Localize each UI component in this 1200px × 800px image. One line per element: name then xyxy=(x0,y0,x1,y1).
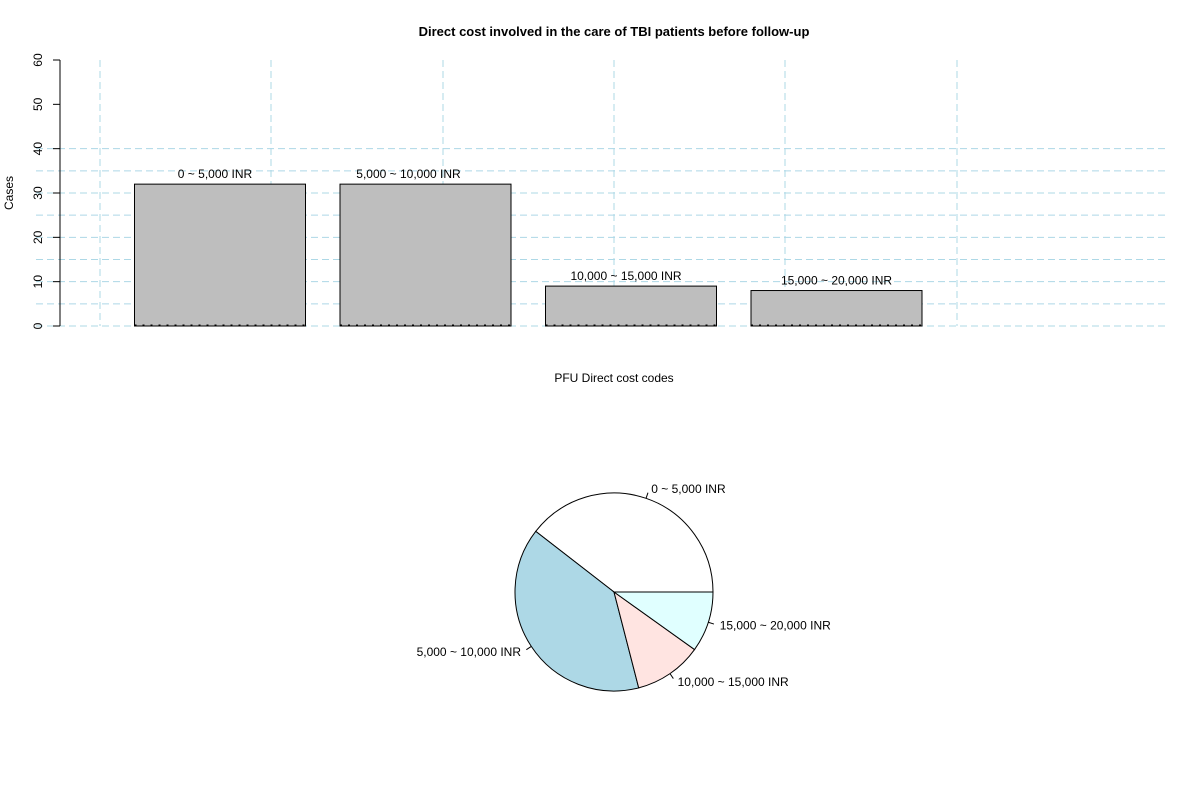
pie-slice-label: 0 ~ 5,000 INR xyxy=(651,482,726,496)
y-tick-label: 30 xyxy=(31,186,45,200)
y-axis-label: Cases xyxy=(2,176,16,210)
pie-leader-line xyxy=(645,492,649,499)
chart-title: Direct cost involved in the care of TBI … xyxy=(419,24,810,39)
bar-data-label: 10,000 ~ 15,000 INR xyxy=(570,269,681,283)
bar xyxy=(134,183,306,327)
bar-data-label: 0 ~ 5,000 INR xyxy=(178,167,253,181)
y-tick-label: 60 xyxy=(31,53,45,67)
pie-slice xyxy=(613,590,696,689)
bar xyxy=(339,183,512,327)
pie-slices xyxy=(514,492,714,692)
bar-chart: Direct cost involved in the care of TBI … xyxy=(2,24,1168,385)
pie-slice-label: 10,000 ~ 15,000 INR xyxy=(678,675,789,689)
y-tick-label: 40 xyxy=(31,142,45,156)
pie-slice-label: 5,000 ~ 10,000 INR xyxy=(417,645,522,659)
pie-slice xyxy=(535,492,714,593)
bar-labels: 0 ~ 5,000 INR 5,000 ~ 10,000 INR 10,000 ~ … xyxy=(178,167,893,287)
bar xyxy=(750,290,923,327)
pie-chart: 0 ~ 5,000 INR 5,000 ~ 10,000 INR 10,000 ~ … xyxy=(417,482,832,692)
y-axis-ticks: 0 10 20 30 40 50 60 xyxy=(31,53,60,329)
pie-leader-line xyxy=(669,673,674,679)
pie-labels: 0 ~ 5,000 INR 5,000 ~ 10,000 INR 10,000 ~ … xyxy=(417,482,832,689)
bar-data-label: 15,000 ~ 20,000 INR xyxy=(781,274,892,288)
y-tick-label: 50 xyxy=(31,97,45,111)
bar-bars xyxy=(134,183,923,327)
pie-slice-label: 15,000 ~ 20,000 INR xyxy=(720,618,831,632)
pie-leader-line xyxy=(708,621,715,625)
bar xyxy=(545,285,717,327)
bar-data-label: 5,000 ~ 10,000 INR xyxy=(356,167,461,181)
pie-leader-line xyxy=(526,645,532,651)
y-tick-label: 0 xyxy=(31,322,45,329)
x-axis-label: PFU Direct cost codes xyxy=(554,371,673,385)
y-tick-label: 20 xyxy=(31,230,45,244)
y-tick-label: 10 xyxy=(31,275,45,289)
